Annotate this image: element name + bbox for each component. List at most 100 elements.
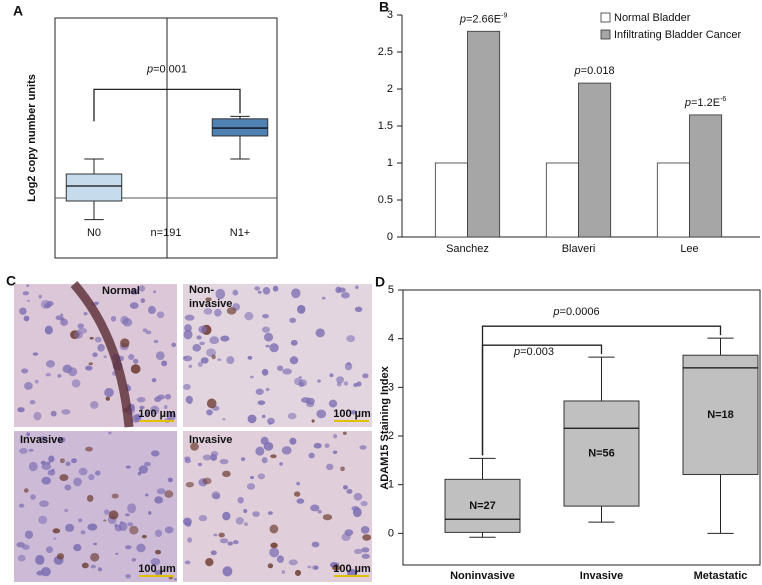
cell — [154, 396, 162, 402]
cell — [90, 564, 96, 569]
cell — [260, 436, 269, 445]
cell — [57, 374, 62, 378]
cell — [16, 542, 25, 548]
cell — [111, 493, 119, 499]
cell — [244, 311, 254, 321]
cell — [227, 541, 234, 546]
cell — [95, 470, 101, 476]
cell — [130, 364, 141, 374]
cell — [290, 339, 298, 346]
cell — [73, 331, 84, 339]
cell — [53, 537, 57, 540]
cell — [35, 554, 45, 565]
cell — [321, 296, 326, 300]
cell — [104, 387, 114, 398]
cell — [88, 474, 95, 481]
bar — [578, 82, 612, 238]
cell — [240, 457, 246, 462]
cell — [183, 355, 193, 362]
p-value-text: =2.66E — [466, 13, 501, 25]
cell — [127, 503, 137, 514]
cell — [33, 411, 42, 421]
p-value-text: =0.0006 — [560, 306, 600, 318]
p-value: p=0.001 — [146, 63, 187, 75]
cell — [257, 473, 266, 480]
cell — [38, 294, 43, 299]
y-tick-label: 2 — [388, 430, 394, 442]
y-tick-label: 2.5 — [378, 46, 393, 58]
cell — [214, 308, 222, 317]
significance-bracket — [93, 88, 241, 122]
cell — [199, 341, 205, 346]
cell — [185, 481, 194, 488]
cell — [58, 437, 66, 443]
x-tick-label: N1+ — [230, 227, 251, 239]
cell — [336, 381, 342, 387]
cell — [210, 453, 218, 461]
cell — [317, 509, 322, 514]
cell — [276, 365, 284, 372]
cell — [154, 549, 162, 555]
cell — [362, 373, 369, 379]
cell — [60, 313, 64, 317]
cell — [322, 514, 333, 521]
cell — [150, 450, 160, 457]
cell — [86, 494, 94, 502]
cell — [52, 528, 61, 534]
cell — [139, 285, 146, 292]
legend-label: Normal Bladder — [614, 12, 691, 24]
cell — [222, 470, 231, 478]
cell — [262, 326, 270, 333]
cell — [313, 442, 322, 449]
plot-frame — [54, 17, 278, 259]
cell — [222, 418, 226, 421]
panel-label: A — [13, 3, 23, 19]
box — [211, 118, 269, 137]
cell — [287, 412, 297, 420]
cell — [103, 355, 107, 359]
bar — [545, 162, 579, 238]
box — [682, 354, 759, 475]
cell — [154, 569, 162, 576]
cell — [148, 511, 152, 515]
scale-bar-label: 100 µm — [333, 563, 371, 575]
box — [563, 400, 640, 507]
cell — [232, 539, 239, 545]
cell — [59, 458, 65, 464]
cell — [268, 422, 272, 425]
box-label: N=18 — [707, 409, 734, 421]
cell — [340, 466, 345, 472]
cell — [237, 496, 244, 504]
cell — [164, 490, 174, 498]
cell — [247, 355, 253, 360]
cell — [131, 557, 137, 562]
cell — [360, 525, 370, 534]
cell — [291, 288, 301, 299]
box-label: N=56 — [588, 447, 615, 459]
y-tick-label: 2 — [387, 83, 393, 95]
x-tick-label: N0 — [87, 227, 101, 239]
micrograph — [183, 431, 372, 582]
cell — [166, 411, 176, 421]
p-exponent: -6 — [720, 96, 726, 103]
cell — [342, 431, 347, 435]
cell — [270, 454, 277, 459]
cell — [71, 379, 81, 388]
x-tick-label: Sanchez — [446, 243, 489, 255]
cell — [352, 507, 362, 518]
panel-label: C — [6, 273, 16, 289]
cell — [131, 414, 141, 423]
cell — [354, 548, 363, 555]
cell — [269, 524, 279, 534]
cell — [289, 437, 297, 445]
cell — [209, 336, 220, 345]
cell — [265, 387, 270, 392]
cell — [85, 365, 93, 371]
cell — [306, 401, 315, 408]
cell — [73, 477, 82, 487]
cell — [61, 409, 71, 415]
cell — [281, 446, 292, 455]
cell — [293, 491, 301, 497]
cell — [144, 493, 149, 497]
